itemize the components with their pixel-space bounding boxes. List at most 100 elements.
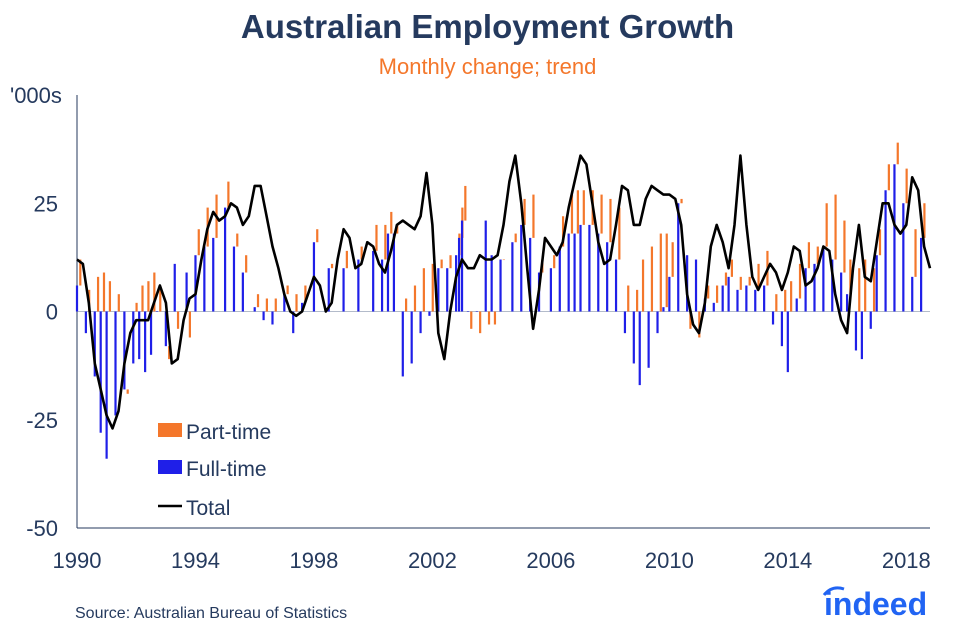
x-tick-label: 1990 (53, 548, 102, 573)
full-time-bar (573, 233, 576, 312)
part-time-bar (295, 294, 298, 312)
full-time-bar (632, 311, 635, 364)
full-time-bar (460, 220, 464, 312)
part-time-bar (245, 255, 248, 273)
part-time-bar (141, 285, 144, 312)
full-time-bar (212, 237, 215, 312)
full-time-bar (386, 233, 390, 312)
part-time-bar (188, 311, 191, 338)
part-time-bar (553, 255, 556, 269)
full-time-bar (656, 311, 659, 334)
part-time-bar (784, 289, 787, 312)
full-time-bar (357, 259, 360, 312)
full-time-bar (875, 255, 878, 312)
part-time-bar (618, 207, 621, 260)
part-time-bar (561, 216, 565, 247)
part-time-bar (887, 164, 890, 191)
full-time-bar (232, 246, 236, 312)
full-time-bar (662, 307, 665, 312)
full-time-bar (84, 311, 87, 334)
part-time-bar (570, 194, 574, 234)
part-time-bar (790, 281, 793, 312)
x-tick-label: 2006 (526, 548, 575, 573)
part-time-bar (168, 346, 171, 360)
full-time-bar (677, 203, 680, 312)
full-time-bar (840, 272, 843, 312)
full-time-bar (786, 311, 789, 373)
full-time-bar (520, 224, 523, 312)
full-time-bar (185, 272, 188, 312)
part-time-bar (108, 281, 112, 312)
chart-subtitle: Monthly change; trend (378, 54, 597, 79)
full-time-bar (845, 294, 849, 312)
part-time-bar (514, 233, 517, 243)
full-time-bar (203, 246, 206, 312)
y-tick-label: -50 (26, 516, 58, 541)
part-time-bar (659, 233, 662, 312)
part-time-bar (872, 268, 876, 312)
full-time-bar (410, 311, 413, 364)
part-time-bar (375, 224, 378, 251)
full-time-bar (105, 311, 108, 459)
part-time-bar (360, 246, 363, 260)
full-time-bar (327, 268, 330, 312)
full-time-bar (194, 255, 197, 312)
part-time-bar (730, 259, 733, 277)
full-time-bar (736, 289, 739, 312)
full-time-bar (567, 233, 570, 312)
part-time-bar (236, 233, 239, 247)
part-time-bar (739, 276, 742, 290)
part-time-bar (286, 285, 289, 295)
y-unit-label: '000s (10, 83, 62, 108)
part-time-bar (126, 389, 129, 394)
full-time-bar (149, 311, 153, 355)
full-time-bar (446, 268, 449, 312)
legend-label: Full-time (186, 458, 267, 481)
full-time-bar (93, 311, 96, 377)
part-time-bar (878, 229, 882, 256)
x-tick-label: 2014 (763, 548, 812, 573)
part-time-bar (896, 142, 899, 165)
full-time-bar (854, 311, 858, 351)
full-time-bar (623, 311, 627, 334)
part-time-bar (227, 181, 230, 208)
part-time-bar (576, 190, 579, 234)
part-time-bar (923, 203, 926, 238)
full-time-bar (300, 302, 304, 312)
part-time-bar (914, 229, 917, 277)
full-time-bar (614, 259, 618, 312)
legend-label: Total (186, 497, 230, 520)
full-time-bar (132, 311, 135, 364)
full-time-bar (138, 311, 141, 360)
full-time-bar (712, 302, 715, 312)
x-tick-label: 2018 (882, 548, 931, 573)
full-time-bar (920, 237, 923, 312)
part-time-bar (384, 224, 387, 260)
part-time-bar (390, 211, 393, 234)
part-time-bar (665, 233, 668, 308)
part-time-bar (493, 311, 497, 325)
part-time-bar (440, 259, 443, 269)
full-time-bar (902, 203, 905, 312)
full-time-bar (511, 242, 514, 312)
part-time-bar (345, 250, 348, 269)
part-time-bar (117, 294, 120, 312)
full-time-bar (283, 294, 286, 312)
full-time-bar (606, 242, 609, 312)
svg-text:indeed: indeed (824, 586, 927, 622)
full-time-bar (401, 311, 404, 377)
full-time-bar (558, 246, 561, 312)
part-time-bar (905, 168, 908, 204)
full-time-bar (804, 268, 807, 312)
y-tick-label: 25 (34, 191, 58, 216)
x-tick-label: 1998 (289, 548, 338, 573)
part-time-bar (449, 255, 452, 269)
legend-swatch-part-time (158, 423, 182, 437)
part-time-bar (757, 263, 760, 290)
full-time-bar (173, 263, 176, 312)
full-time-bar (727, 276, 730, 312)
legend-swatch-full-time (158, 460, 182, 474)
part-time-bar (825, 203, 828, 247)
part-time-bar (689, 311, 692, 329)
